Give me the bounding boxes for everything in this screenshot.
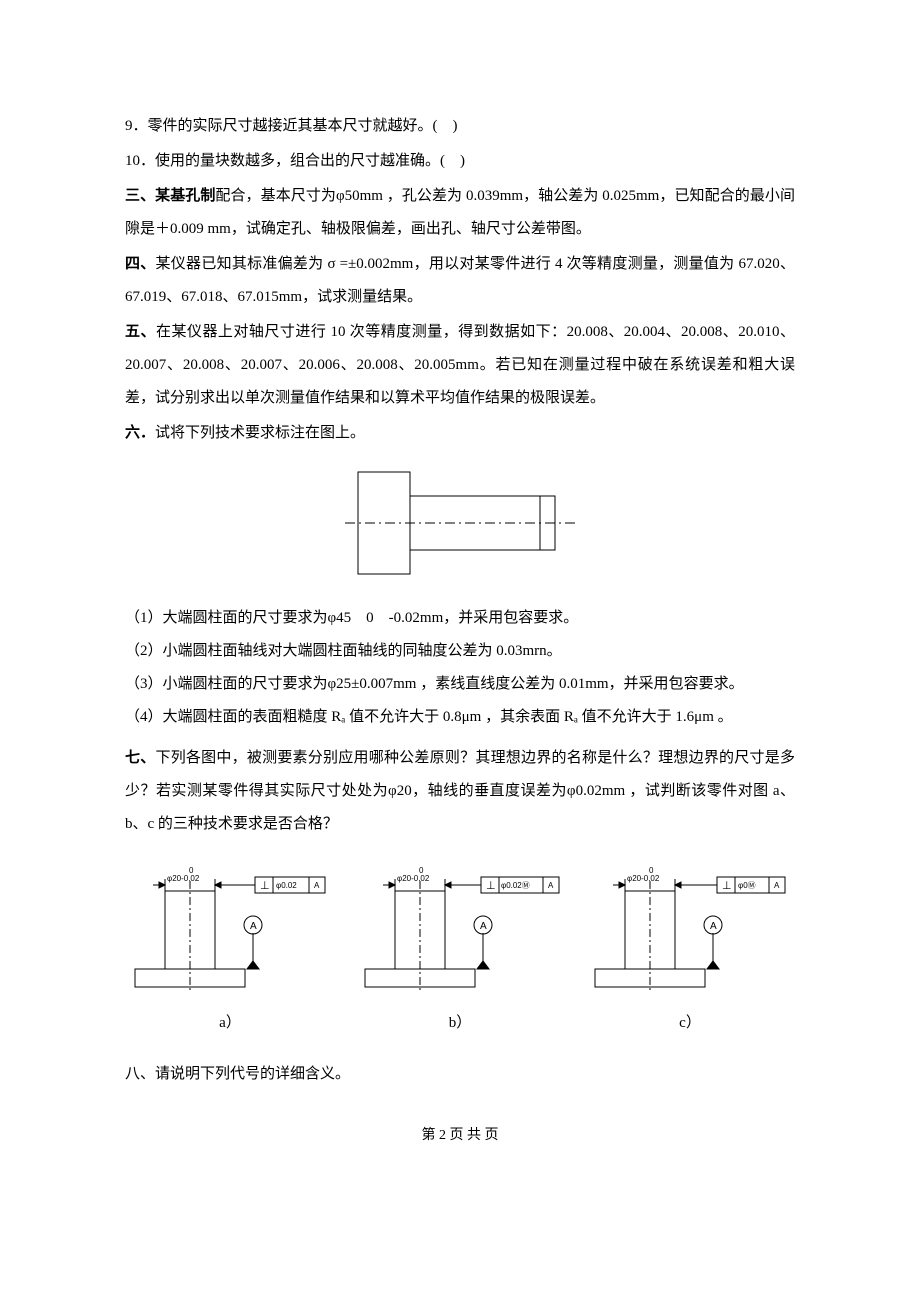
figure-c: φ20-0.02 0 ⊥ φ0Ⓜ A A c） bbox=[585, 861, 795, 1040]
sub-item-4: （4）大端圆柱面的表面粗糙度 Rₐ 值不允许大于 0.8μm ，其余表面 Rₐ … bbox=[125, 701, 795, 734]
section-7-label: 七、 bbox=[125, 750, 155, 766]
sub-item-2: （2）小端圆柱面轴线对大端圆柱面轴线的同轴度公差为 0.03mrn。 bbox=[125, 635, 795, 668]
svg-text:0: 0 bbox=[649, 866, 654, 875]
q6-text: 试将下列技术要求标注在图上。 bbox=[155, 425, 365, 441]
q3-bold-phrase: 某基孔制 bbox=[155, 188, 215, 204]
figure-a-label: a） bbox=[219, 1007, 241, 1040]
svg-text:φ20-0.02: φ20-0.02 bbox=[627, 874, 660, 883]
svg-text:0: 0 bbox=[419, 866, 424, 875]
svg-text:0: 0 bbox=[189, 866, 194, 875]
section-3-label: 三、 bbox=[125, 188, 155, 204]
q4-text: 某仪器已知其标准偏差为 σ =±0.002mm，用以对某零件进行 4 次等精度测… bbox=[125, 256, 795, 305]
question-3: 三、某基孔制配合，基本尺寸为φ50mm ，孔公差为 0.039mm，轴公差为 0… bbox=[125, 180, 795, 246]
question-8: 八、请说明下列代号的详细含义。 bbox=[125, 1058, 795, 1091]
svg-text:φ0Ⓜ: φ0Ⓜ bbox=[738, 881, 756, 890]
svg-text:⊥: ⊥ bbox=[722, 880, 732, 892]
section-5-label: 五、 bbox=[125, 324, 156, 340]
svg-text:A: A bbox=[774, 881, 780, 890]
svg-text:A: A bbox=[480, 921, 487, 932]
figure-b: φ20-0.02 0 ⊥ φ0.02Ⓜ A A b） bbox=[355, 861, 565, 1040]
triple-figure-row: φ20-0.02 0 ⊥ φ0.02 A A a） bbox=[125, 861, 795, 1040]
svg-text:A: A bbox=[314, 881, 320, 890]
question-7: 七、下列各图中，被测要素分别应用哪种公差原则？其理想边界的名称是什么？理想边界的… bbox=[125, 742, 795, 841]
q5-text: 在某仪器上对轴尺寸进行 10 次等精度测量，得到数据如下：20.008、20.0… bbox=[125, 324, 795, 406]
question-4: 四、某仪器已知其标准偏差为 σ =±0.002mm，用以对某零件进行 4 次等精… bbox=[125, 248, 795, 314]
section-4-label: 四、 bbox=[125, 256, 156, 272]
sub-item-3: （3）小端圆柱面的尺寸要求为φ25±0.007mm ，素线直线度公差为 0.01… bbox=[125, 668, 795, 701]
page-footer: 第 2 页 共 页 bbox=[125, 1121, 795, 1152]
svg-text:A: A bbox=[710, 921, 717, 932]
svg-text:⊥: ⊥ bbox=[260, 880, 270, 892]
q3-rest: 配合，基本尺寸为φ50mm ，孔公差为 0.039mm，轴公差为 0.025mm… bbox=[125, 188, 795, 237]
svg-text:A: A bbox=[548, 881, 554, 890]
question-9: 9．零件的实际尺寸越接近其基本尺寸就越好。( ) bbox=[125, 110, 795, 143]
figure-c-label: c） bbox=[679, 1007, 701, 1040]
svg-text:φ20-0.02: φ20-0.02 bbox=[397, 874, 430, 883]
stepped-shaft-diagram bbox=[125, 464, 795, 582]
svg-text:A: A bbox=[250, 921, 257, 932]
svg-text:φ0.02: φ0.02 bbox=[276, 881, 297, 890]
figure-b-label: b） bbox=[449, 1007, 472, 1040]
figure-a: φ20-0.02 0 ⊥ φ0.02 A A a） bbox=[125, 861, 335, 1040]
svg-text:φ20-0.02: φ20-0.02 bbox=[167, 874, 200, 883]
question-10: 10．使用的量块数越多，组合出的尺寸越准确。( ) bbox=[125, 145, 795, 178]
question-5: 五、在某仪器上对轴尺寸进行 10 次等精度测量，得到数据如下：20.008、20… bbox=[125, 316, 795, 415]
question-6: 六．试将下列技术要求标注在图上。 bbox=[125, 417, 795, 450]
svg-text:φ0.02Ⓜ: φ0.02Ⓜ bbox=[501, 881, 530, 890]
q7-text: 下列各图中，被测要素分别应用哪种公差原则？其理想边界的名称是什么？理想边界的尺寸… bbox=[125, 750, 795, 832]
sub-item-1: （1）大端圆柱面的尺寸要求为φ45 0 -0.02mm，并采用包容要求。 bbox=[125, 602, 795, 635]
svg-text:⊥: ⊥ bbox=[486, 880, 496, 892]
section-6-label: 六． bbox=[125, 425, 155, 441]
